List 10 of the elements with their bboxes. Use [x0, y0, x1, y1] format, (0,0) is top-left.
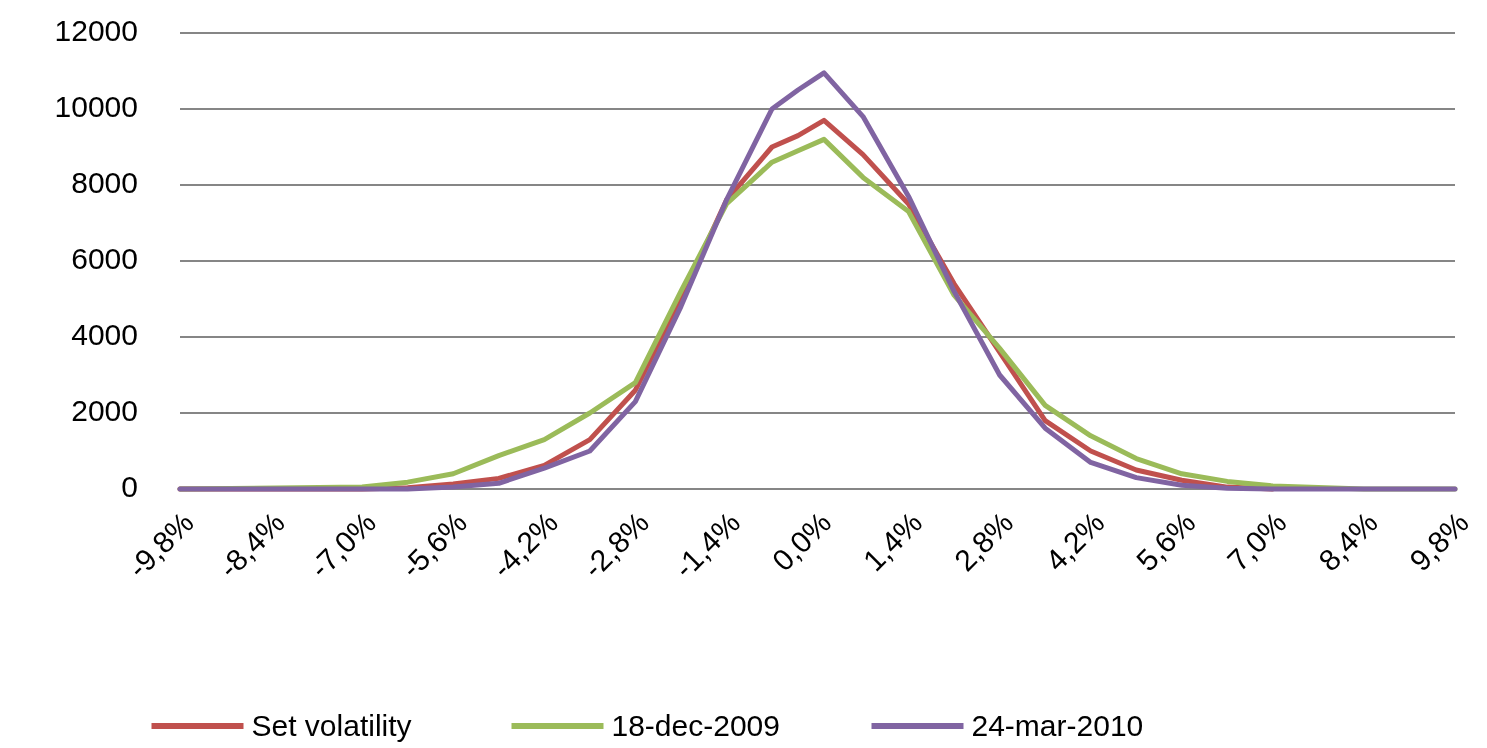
- y-tick-label: 2000: [71, 393, 138, 427]
- legend-label: 24-mar-2010: [971, 709, 1144, 742]
- y-tick-label: 6000: [71, 241, 138, 275]
- y-tick-label: 4000: [71, 317, 138, 351]
- y-tick-label: 0: [121, 469, 138, 503]
- legend-label: Set volatility: [251, 709, 412, 742]
- y-tick-label: 8000: [71, 165, 138, 199]
- y-tick-label: 10000: [54, 89, 138, 123]
- legend-label: 18-dec-2009: [611, 709, 780, 742]
- y-tick-label: 12000: [54, 13, 138, 47]
